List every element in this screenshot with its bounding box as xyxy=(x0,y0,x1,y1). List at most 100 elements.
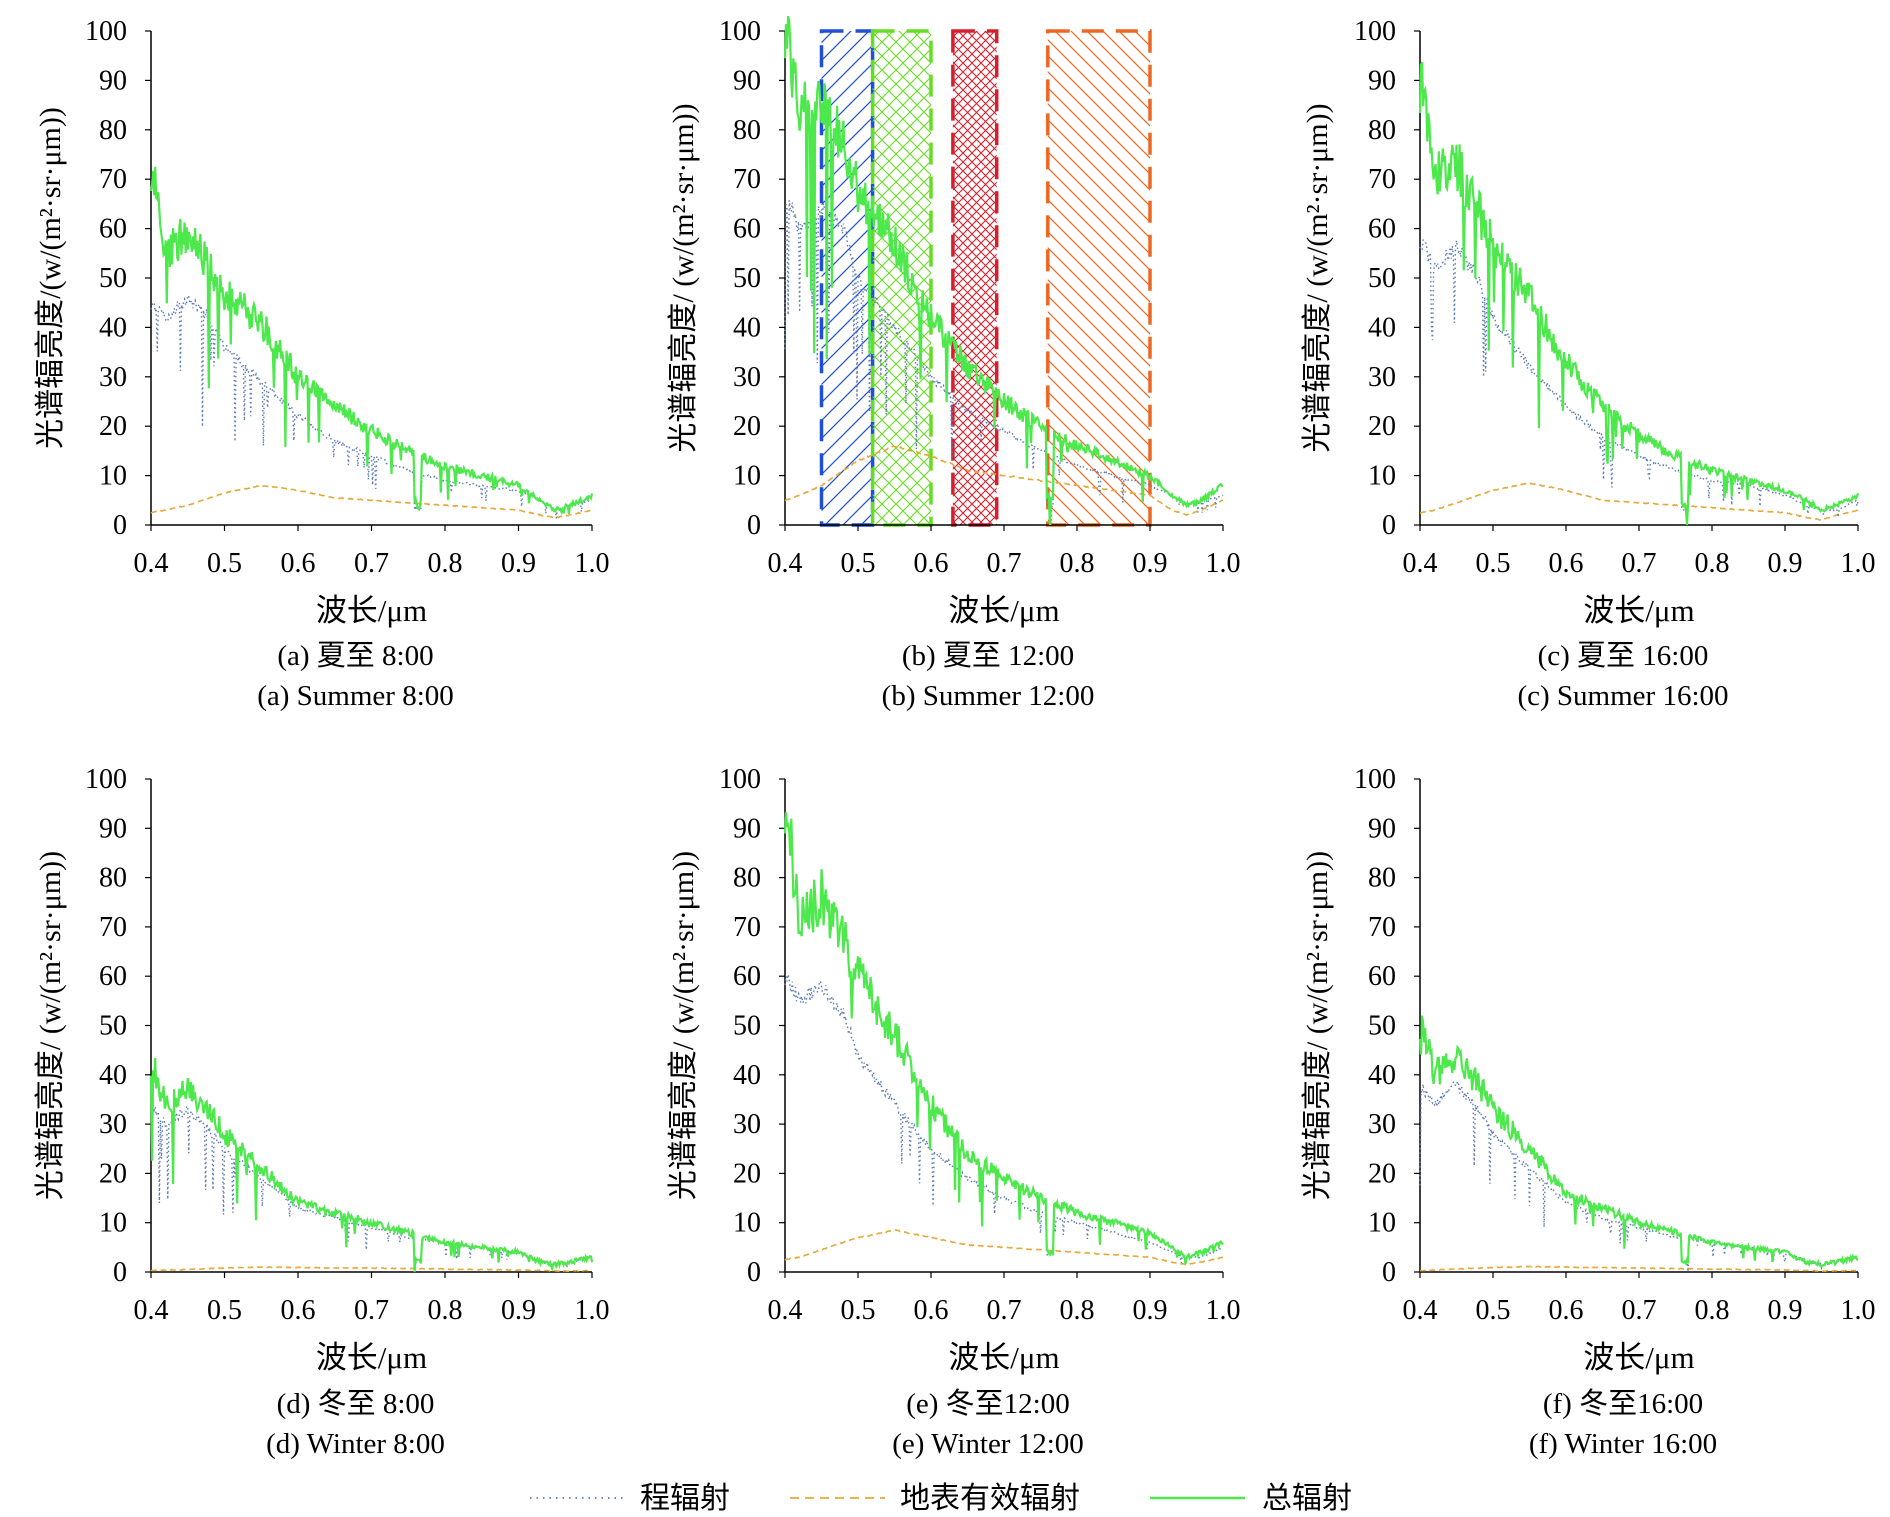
x-tick-label: 0.6 xyxy=(914,548,949,579)
x-tick-label: 0.9 xyxy=(501,1295,536,1326)
x-tick-label: 1.0 xyxy=(1841,1295,1876,1326)
panel-caption-en: (c) Summer 16:00 xyxy=(1517,680,1728,712)
y-axis-label: 光谱辐亮度/ (w/(m²·sr·μm)) xyxy=(667,103,700,452)
x-tick-label: 0.6 xyxy=(281,548,316,579)
x-tick-label: 0.9 xyxy=(1768,1295,1803,1326)
y-tick-label: 90 xyxy=(99,813,127,844)
x-tick-label: 0.7 xyxy=(1622,548,1657,579)
panel-caption-en: (b) Summer 12:00 xyxy=(882,680,1095,712)
legend-label: 总辐射 xyxy=(1262,1482,1352,1515)
y-tick-label: 10 xyxy=(99,1208,127,1239)
chart-panel-4: 0 10 20 30 40 50 60 70 80 90 100 0.4 0.5 0.6 0.7 0.8 0.9… xyxy=(34,764,610,1460)
y-tick-label: 100 xyxy=(719,764,761,795)
y-tick-label: 90 xyxy=(1368,813,1396,844)
series-line xyxy=(149,166,594,515)
chart-panel-1: 0 10 20 30 40 50 60 70 80 90 100 0.4 0.5 0.6 0.7 0.8 0.9… xyxy=(34,16,610,712)
chart-panel-3: 0 10 20 30 40 50 60 70 80 90 100 0.4 0.5 0.6 0.7 0.8 0.9… xyxy=(1301,16,1876,712)
y-tick-label: 30 xyxy=(733,362,761,393)
panel-caption-zh: (d) 冬至 8:00 xyxy=(277,1387,435,1420)
y-tick-label: 0 xyxy=(1382,510,1396,541)
series-line xyxy=(784,200,1224,526)
y-tick-label: 80 xyxy=(1368,863,1396,894)
series-line xyxy=(150,484,593,519)
series-line xyxy=(150,1102,593,1269)
x-tick-label: 0.7 xyxy=(354,548,389,579)
y-tick-label: 40 xyxy=(1368,312,1396,343)
x-axis-label: 波长/μm xyxy=(948,593,1059,628)
y-tick-label: 60 xyxy=(1368,961,1396,992)
hatch-band-4 xyxy=(1046,29,1152,527)
legend-label: 程辐射 xyxy=(640,1482,730,1515)
chart-panel-6: 0 10 20 30 40 50 60 70 80 90 100 0.4 0.5 0.6 0.7 0.8 0.9… xyxy=(1301,764,1876,1460)
y-tick-label: 70 xyxy=(733,912,761,943)
y-tick-label: 20 xyxy=(733,1158,761,1189)
hatch-band-3 xyxy=(951,29,999,527)
y-tick-label: 10 xyxy=(99,461,127,492)
x-tick-label: 0.5 xyxy=(207,1295,242,1326)
x-tick-label: 0.8 xyxy=(428,1295,463,1326)
panel-caption-zh: (a) 夏至 8:00 xyxy=(277,640,433,672)
x-tick-label: 1.0 xyxy=(1841,548,1876,579)
x-tick-label: 0.5 xyxy=(841,1295,876,1326)
y-tick-label: 70 xyxy=(99,164,127,195)
y-tick-label: 0 xyxy=(113,1257,127,1288)
x-tick-label: 0.5 xyxy=(1476,548,1511,579)
series-line xyxy=(1419,1265,1859,1273)
y-axis-label: 光谱辐亮度/ (w/(m²·sr·μm)) xyxy=(1301,851,1334,1200)
y-tick-label: 40 xyxy=(99,1060,127,1091)
x-tick-label: 0.8 xyxy=(1060,1295,1095,1326)
y-tick-label: 20 xyxy=(733,411,761,442)
y-tick-label: 70 xyxy=(99,912,127,943)
x-tick-label: 1.0 xyxy=(1206,548,1241,579)
y-tick-label: 70 xyxy=(1368,164,1396,195)
y-tick-label: 80 xyxy=(99,863,127,894)
x-tick-label: 1.0 xyxy=(575,1295,610,1326)
y-tick-label: 90 xyxy=(1368,65,1396,96)
y-axis-label: 光谱辐亮度/(w/(m²·sr·μm)) xyxy=(34,107,67,449)
series-line xyxy=(1418,61,1860,526)
y-tick-label: 90 xyxy=(733,813,761,844)
x-tick-label: 0.6 xyxy=(914,1295,949,1326)
y-tick-label: 60 xyxy=(99,214,127,245)
x-axis-label: 波长/μm xyxy=(1583,1340,1694,1375)
y-tick-label: 60 xyxy=(1368,214,1396,245)
y-axis-label: 光谱辐亮度/ (w/(m²·sr·μm)) xyxy=(34,851,67,1200)
y-tick-label: 50 xyxy=(1368,263,1396,294)
x-tick-label: 0.4 xyxy=(768,548,803,579)
y-tick-label: 80 xyxy=(99,115,127,146)
x-tick-label: 0.8 xyxy=(1060,548,1095,579)
y-tick-label: 50 xyxy=(99,1011,127,1042)
x-tick-label: 0.5 xyxy=(207,548,242,579)
y-tick-label: 30 xyxy=(1368,1109,1396,1140)
x-axis-label: 波长/μm xyxy=(1583,593,1694,628)
x-tick-label: 0.8 xyxy=(428,548,463,579)
y-tick-label: 20 xyxy=(1368,411,1396,442)
x-tick-label: 0.7 xyxy=(987,548,1022,579)
y-tick-label: 50 xyxy=(1368,1011,1396,1042)
y-tick-label: 40 xyxy=(1368,1060,1396,1091)
y-tick-label: 60 xyxy=(99,961,127,992)
y-tick-label: 20 xyxy=(99,411,127,442)
y-tick-label: 10 xyxy=(1368,461,1396,492)
y-tick-label: 0 xyxy=(747,1257,761,1288)
y-tick-label: 60 xyxy=(733,961,761,992)
y-tick-label: 0 xyxy=(113,510,127,541)
y-tick-label: 10 xyxy=(1368,1208,1396,1239)
y-tick-label: 100 xyxy=(85,16,127,47)
y-tick-label: 0 xyxy=(747,510,761,541)
y-tick-label: 10 xyxy=(733,461,761,492)
x-tick-label: 0.6 xyxy=(1549,1295,1584,1326)
series-line xyxy=(1418,1015,1859,1268)
hatch-band-2 xyxy=(870,29,933,527)
y-tick-label: 30 xyxy=(99,362,127,393)
y-tick-label: 90 xyxy=(733,65,761,96)
series-line xyxy=(149,1057,594,1273)
y-tick-label: 90 xyxy=(99,65,127,96)
series-line xyxy=(784,445,1224,516)
y-tick-label: 10 xyxy=(733,1208,761,1239)
series-line xyxy=(150,1265,592,1273)
chart-panel-2: 0 10 20 30 40 50 60 70 80 90 100 0.4 0.5 0.6 0.7 0.8 0.9… xyxy=(667,15,1241,712)
y-tick-label: 70 xyxy=(1368,912,1396,943)
x-tick-label: 0.7 xyxy=(1622,1295,1657,1326)
